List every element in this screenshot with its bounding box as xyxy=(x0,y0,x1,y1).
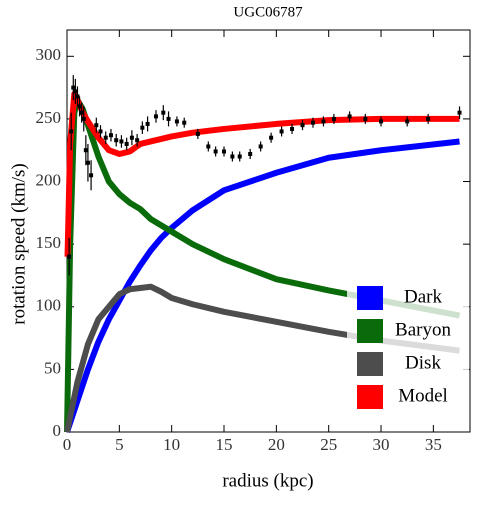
data-point xyxy=(248,151,253,156)
legend-swatch xyxy=(357,352,383,376)
legend-swatch xyxy=(357,319,383,343)
data-point xyxy=(161,110,166,115)
y-tick-label: 200 xyxy=(36,170,62,189)
y-tick-label: 0 xyxy=(53,421,62,440)
x-tick-label: 15 xyxy=(216,435,233,454)
data-point xyxy=(79,110,84,115)
data-point xyxy=(119,139,124,144)
legend-swatch xyxy=(357,286,383,310)
data-point xyxy=(426,116,431,121)
data-point xyxy=(129,135,134,140)
legend-label: Dark xyxy=(404,286,442,307)
y-tick-label: 250 xyxy=(36,108,62,127)
data-point xyxy=(114,138,119,143)
data-point xyxy=(195,131,200,136)
legend-label: Disk xyxy=(405,352,441,373)
data-point xyxy=(153,114,158,119)
x-tick-label: 10 xyxy=(163,435,180,454)
legend-swatch xyxy=(357,385,383,409)
x-tick-label: 35 xyxy=(425,435,442,454)
data-point xyxy=(75,94,80,99)
data-point xyxy=(379,119,384,124)
data-point xyxy=(279,129,284,134)
x-tick-label: 5 xyxy=(115,435,124,454)
y-tick-label: 100 xyxy=(36,296,62,315)
data-point xyxy=(300,123,305,128)
data-point xyxy=(81,116,86,121)
data-point xyxy=(71,85,76,90)
data-point xyxy=(222,149,227,154)
data-point xyxy=(230,154,235,159)
chart-title: UGC06787 xyxy=(233,4,303,20)
line-series xyxy=(64,138,460,433)
data-point xyxy=(94,123,99,128)
data-point xyxy=(135,138,140,143)
data-point xyxy=(182,120,187,125)
data-point xyxy=(290,126,295,131)
data-point xyxy=(85,160,90,165)
data-point xyxy=(124,141,129,146)
x-tick-label: 30 xyxy=(373,435,390,454)
data-point xyxy=(347,114,352,119)
data-point xyxy=(206,144,211,149)
data-point xyxy=(67,254,72,259)
data-point xyxy=(98,129,103,134)
data-point xyxy=(69,129,74,134)
x-axis-label: radius (kpc) xyxy=(222,470,313,491)
y-axis-label: rotation speed (km/s) xyxy=(8,163,29,324)
y-tick-label: 300 xyxy=(36,45,62,64)
legend-label: Model xyxy=(398,385,448,406)
data-point xyxy=(166,116,171,121)
x-tick-label: 0 xyxy=(63,435,72,454)
data-point xyxy=(108,133,113,138)
data-point xyxy=(89,173,94,178)
data-point xyxy=(103,135,108,140)
data-point xyxy=(77,104,82,109)
data-point xyxy=(405,119,410,124)
y-tick-label: 150 xyxy=(36,233,62,252)
data-point xyxy=(457,110,462,115)
x-tick-label: 20 xyxy=(268,435,285,454)
data-point xyxy=(73,89,78,94)
data-point xyxy=(83,148,88,153)
legend-label: Baryon xyxy=(395,319,451,340)
data-point xyxy=(145,121,150,126)
data-point xyxy=(269,135,274,140)
data-point xyxy=(140,125,145,130)
data-point xyxy=(331,116,336,121)
line-series xyxy=(64,283,460,433)
data-point xyxy=(258,144,263,149)
x-tick-label: 25 xyxy=(320,435,337,454)
data-point xyxy=(321,119,326,124)
data-point xyxy=(310,120,315,125)
data-point xyxy=(237,154,242,159)
data-point xyxy=(174,119,179,124)
data-point xyxy=(363,116,368,121)
data-point xyxy=(213,149,218,154)
y-tick-label: 50 xyxy=(44,358,61,377)
